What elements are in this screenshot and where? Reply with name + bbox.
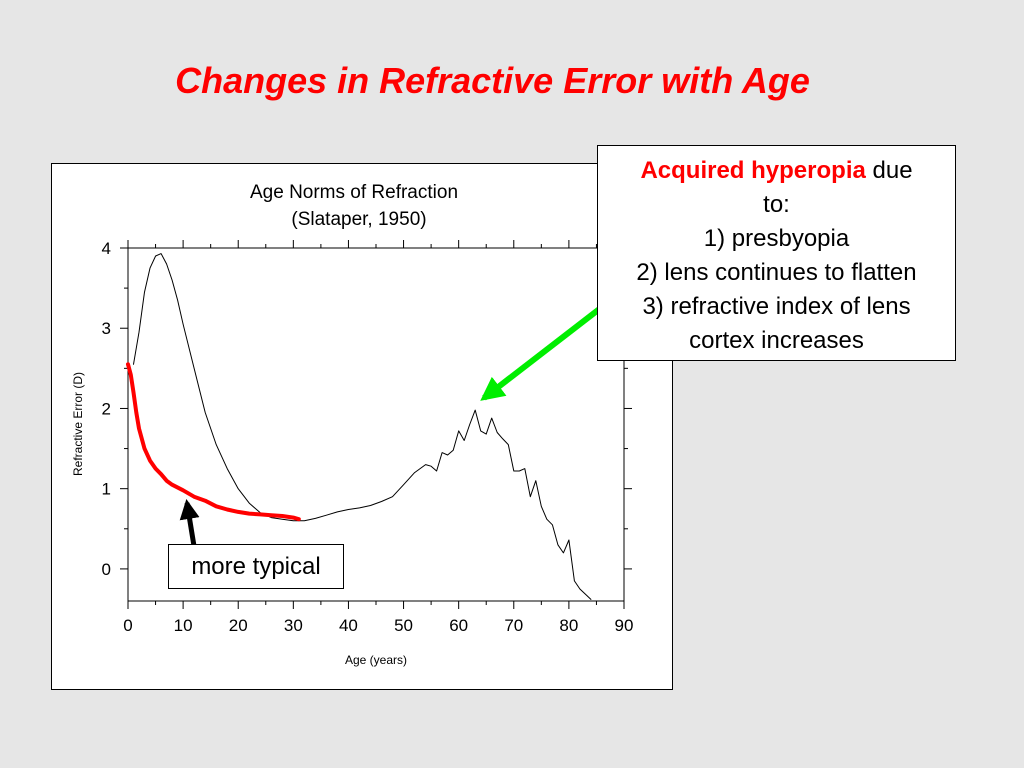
hyperopia-callout: Acquired hyperopia due to: 1) presbyopia… xyxy=(597,145,956,361)
x-tick-label: 30 xyxy=(284,616,303,635)
chart-panel: Age Norms of Refraction (Slataper, 1950)… xyxy=(51,163,673,690)
callout-item-4: cortex increases xyxy=(689,327,864,354)
axis-tick-labels: 0 10 20 30 40 50 60 70 80 90 0 1 2 3 4 xyxy=(102,239,634,635)
callout-item-1: 1) presbyopia xyxy=(703,225,850,252)
y-tick-label: 0 xyxy=(102,560,111,579)
x-tick-label: 20 xyxy=(229,616,248,635)
x-axis-label: Age (years) xyxy=(345,653,407,667)
slide-title: Changes in Refractive Error with Age xyxy=(175,60,810,101)
y-tick-label: 4 xyxy=(102,239,111,258)
x-tick-label: 10 xyxy=(174,616,193,635)
x-tick-label: 0 xyxy=(123,616,132,635)
series-layer xyxy=(126,253,592,600)
refraction-chart: Age Norms of Refraction (Slataper, 1950)… xyxy=(71,182,634,667)
x-tick-label: 50 xyxy=(394,616,413,635)
y-tick-label: 1 xyxy=(102,480,111,499)
slataper-curve xyxy=(133,253,592,600)
callout-highlight: Acquired hyperopia xyxy=(640,157,866,184)
typical-curve xyxy=(126,362,301,522)
x-tick-label: 70 xyxy=(504,616,523,635)
x-tick-label: 40 xyxy=(339,616,358,635)
x-tick-label: 80 xyxy=(559,616,578,635)
y-axis-label: Refractive Error (D) xyxy=(71,372,85,476)
chart-subtitle: (Slataper, 1950) xyxy=(291,209,426,230)
callout-to: to: xyxy=(763,191,790,218)
y-tick-label: 3 xyxy=(102,319,111,338)
chart-title: Age Norms of Refraction xyxy=(250,182,458,203)
x-tick-label: 90 xyxy=(615,616,634,635)
callout-item-2: 2) lens continues to flatten xyxy=(636,259,917,286)
x-tick-label: 60 xyxy=(449,616,468,635)
callout-item-3: 3) refractive index of lens xyxy=(642,293,911,320)
more-typical-label: more typical xyxy=(168,544,344,589)
callout-due: due xyxy=(872,157,913,184)
y-tick-label: 2 xyxy=(102,399,111,418)
